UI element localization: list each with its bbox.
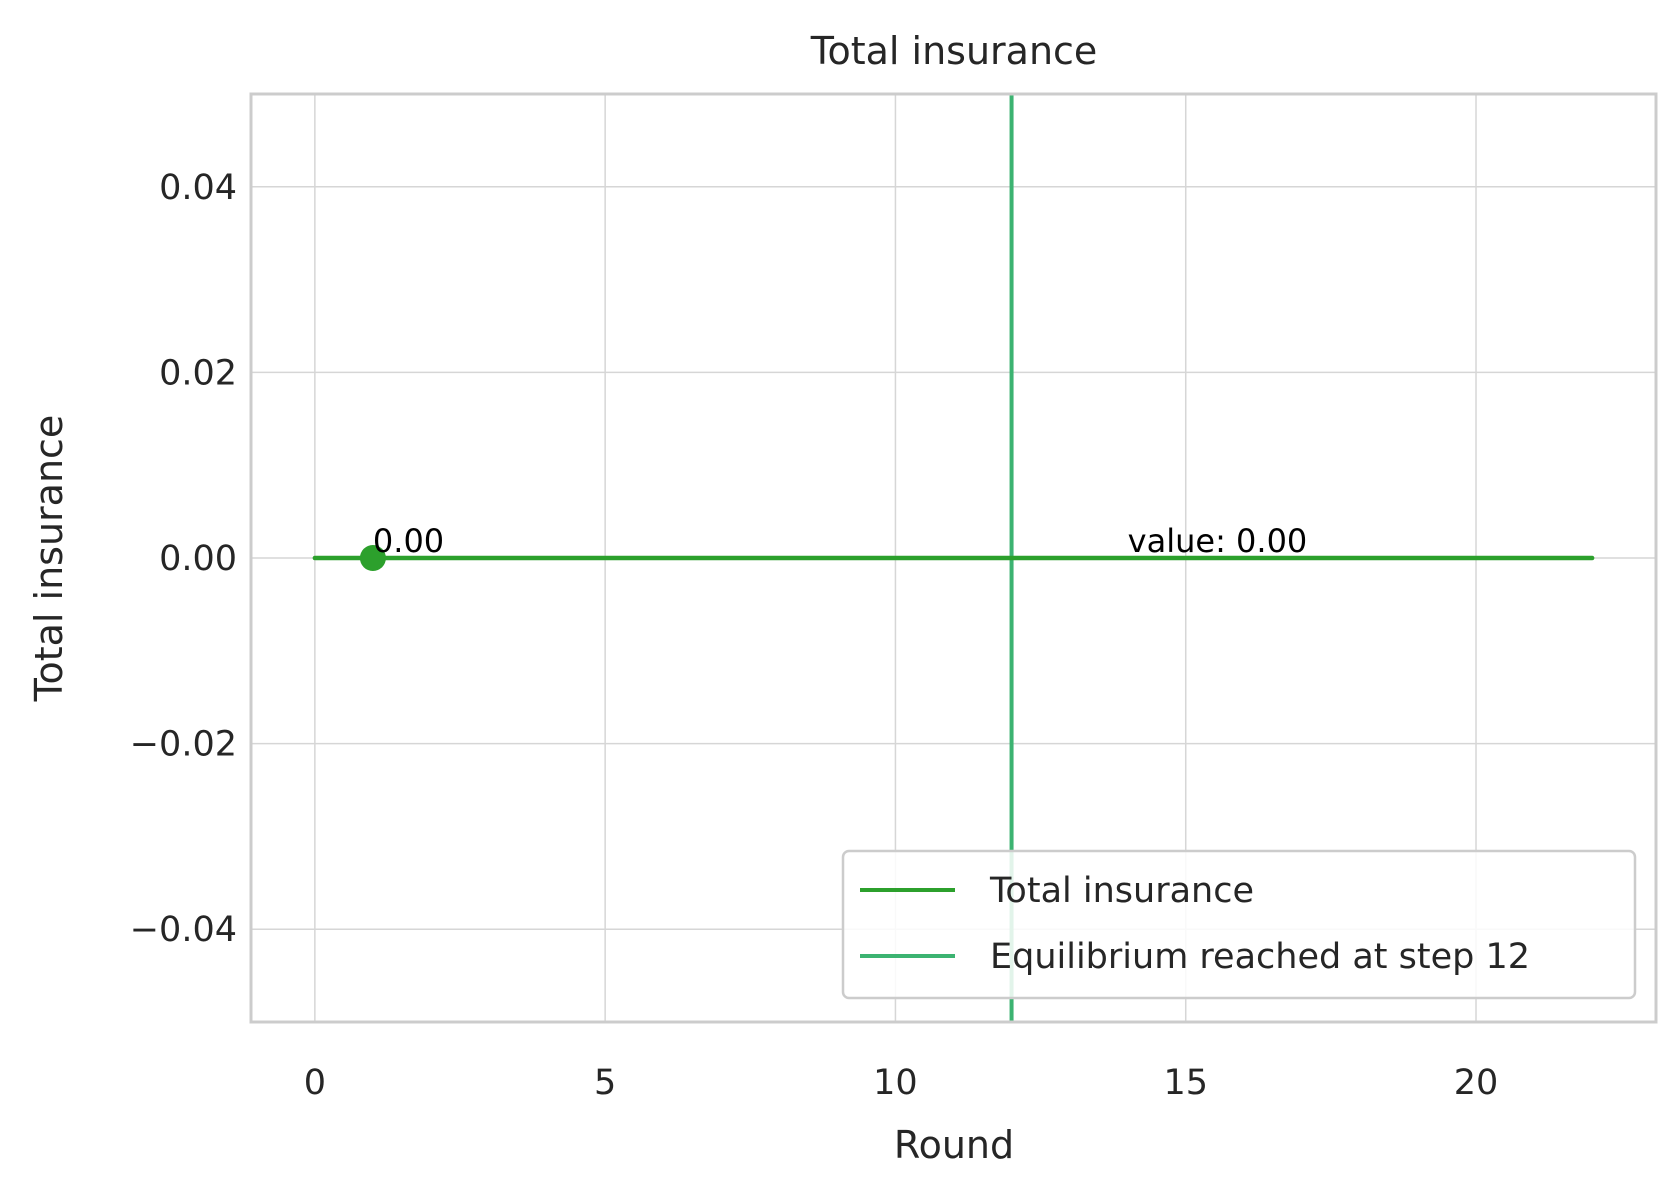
x-axis-label: Round (894, 1123, 1014, 1167)
data-label: value: 0.00 (1128, 522, 1308, 560)
x-tick-labels: 0 5 10 15 20 (304, 1063, 1499, 1103)
y-tick-label: 0.02 (159, 353, 237, 393)
legend: Total insurance Equilibrium reached at s… (841, 849, 1637, 1000)
data-label: 0.00 (373, 522, 444, 560)
data-point-marker (359, 545, 386, 571)
annotation-group: 0.00 value: 0.00 (373, 522, 1307, 560)
y-tick-label: 0.00 (159, 539, 237, 579)
x-tick-label: 15 (1163, 1063, 1208, 1103)
x-tick-label: 10 (873, 1063, 918, 1103)
legend-label-total-insurance: Total insurance (989, 871, 1254, 911)
legend-box (841, 849, 1637, 1000)
plot-frame (249, 92, 1658, 1024)
marker-group (359, 545, 386, 571)
y-tick-label: 0.04 (159, 168, 237, 208)
x-tick-label: 0 (304, 1063, 326, 1103)
x-tick-label: 20 (1454, 1063, 1499, 1103)
y-tick-label: −0.02 (130, 725, 237, 765)
chart-title: Total insurance (810, 29, 1098, 73)
x-tick-label: 5 (594, 1063, 616, 1103)
y-tick-label: −0.04 (130, 910, 237, 950)
y-tick-labels: 0.04 0.02 0.00 −0.02 −0.04 (130, 168, 237, 950)
y-axis-label: Total insurance (27, 415, 71, 703)
legend-label-equilibrium: Equilibrium reached at step 12 (990, 937, 1530, 977)
